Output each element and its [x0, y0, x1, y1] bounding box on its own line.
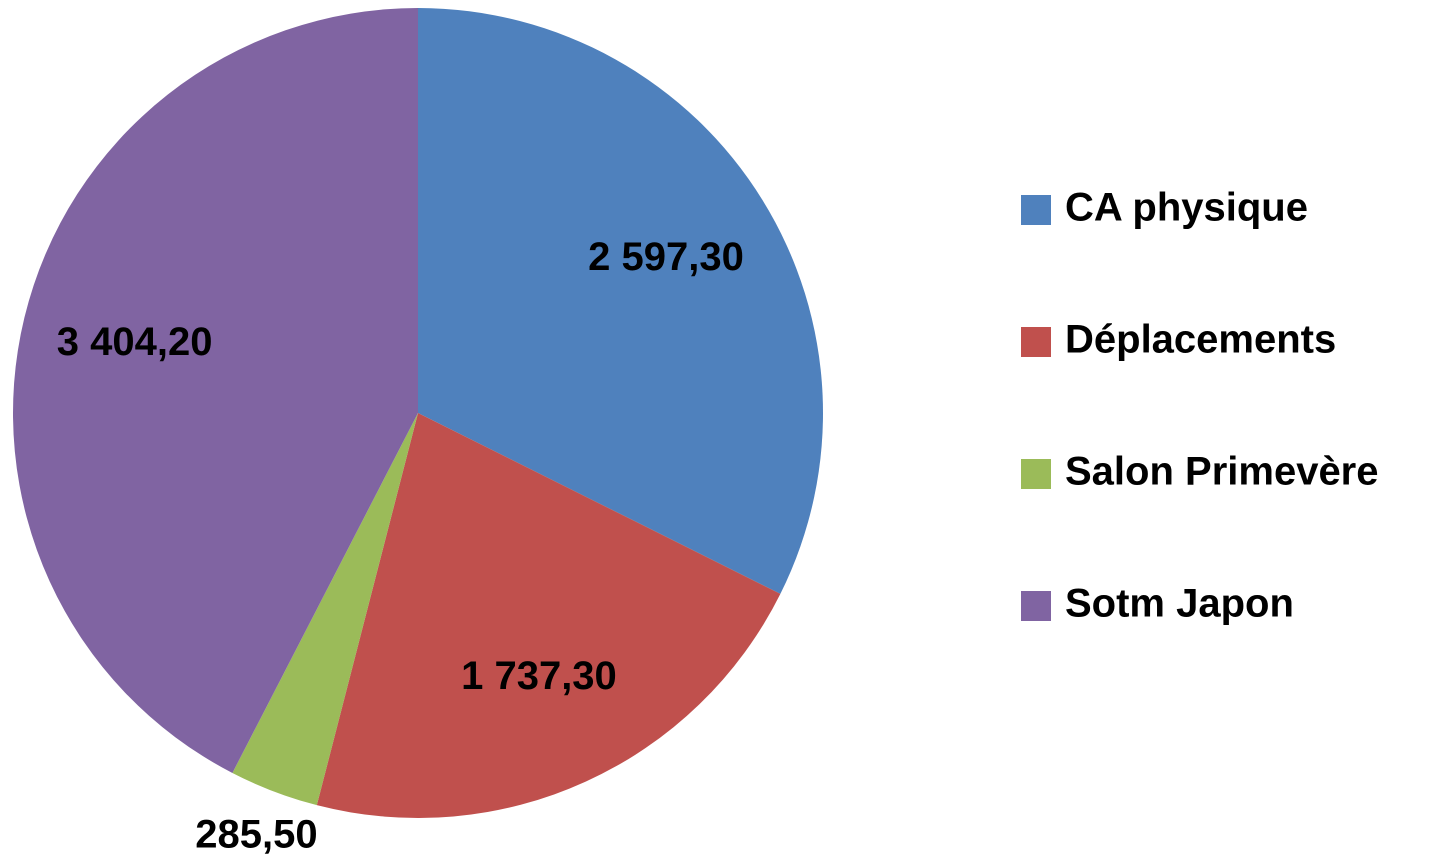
legend-label: Déplacements [1065, 318, 1336, 362]
legend-swatch [1021, 327, 1051, 357]
data-label: 3 404,20 [57, 320, 213, 364]
legend-label: Salon Primevère [1065, 450, 1379, 494]
legend-swatch [1021, 195, 1051, 225]
legend-label: CA physique [1065, 186, 1308, 230]
legend-label: Sotm Japon [1065, 582, 1294, 626]
pie-slice [316, 413, 781, 819]
pie-slice [418, 8, 824, 594]
data-label: 285,50 [195, 812, 317, 856]
data-label: 2 597,30 [588, 235, 744, 279]
data-label: 1 737,30 [461, 654, 617, 698]
legend-swatch [1021, 459, 1051, 489]
pie-slice [12, 8, 418, 773]
pie-slice [232, 413, 418, 806]
legend-swatch [1021, 591, 1051, 621]
